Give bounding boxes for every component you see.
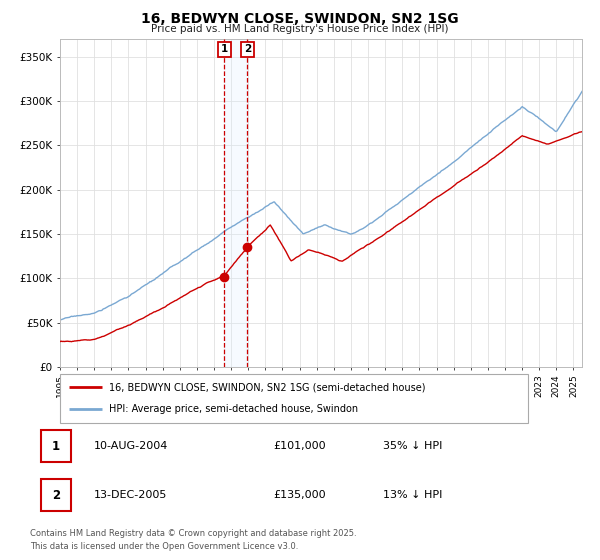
Text: 2: 2 (244, 44, 251, 54)
Bar (41, 430, 71, 461)
Text: 2: 2 (52, 488, 60, 502)
Text: £135,000: £135,000 (273, 490, 326, 500)
Text: 13-DEC-2005: 13-DEC-2005 (94, 490, 167, 500)
Bar (41, 479, 71, 511)
Bar (224, 39, 247, 367)
Text: Price paid vs. HM Land Registry's House Price Index (HPI): Price paid vs. HM Land Registry's House … (151, 24, 449, 34)
Text: 1: 1 (221, 44, 228, 54)
Text: 35% ↓ HPI: 35% ↓ HPI (383, 441, 443, 451)
Text: £101,000: £101,000 (273, 441, 326, 451)
Text: 10-AUG-2004: 10-AUG-2004 (94, 441, 168, 451)
Text: 13% ↓ HPI: 13% ↓ HPI (383, 490, 443, 500)
Text: HPI: Average price, semi-detached house, Swindon: HPI: Average price, semi-detached house,… (109, 404, 358, 414)
Text: 1: 1 (52, 440, 60, 452)
Text: Contains HM Land Registry data © Crown copyright and database right 2025.
This d: Contains HM Land Registry data © Crown c… (30, 529, 356, 550)
Text: 16, BEDWYN CLOSE, SWINDON, SN2 1SG (semi-detached house): 16, BEDWYN CLOSE, SWINDON, SN2 1SG (semi… (109, 382, 425, 393)
Text: 16, BEDWYN CLOSE, SWINDON, SN2 1SG: 16, BEDWYN CLOSE, SWINDON, SN2 1SG (141, 12, 459, 26)
